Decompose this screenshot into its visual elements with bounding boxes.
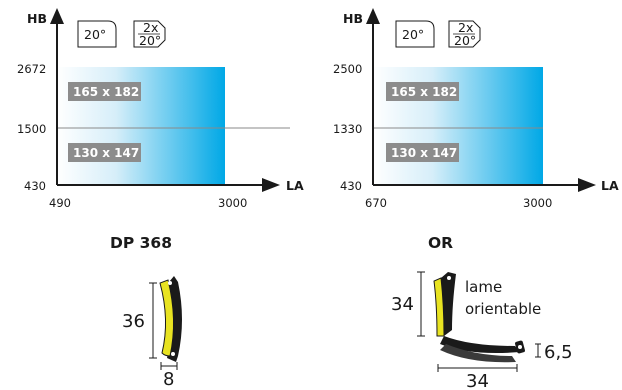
angled-blade-icon: [433, 272, 525, 363]
x-tick-label: 3000: [523, 196, 552, 210]
double-cut-angle-icon: 2x 20°: [448, 20, 481, 48]
y-tick-label: 2500: [333, 62, 362, 76]
size-box-label: 130 x 147: [391, 146, 457, 160]
y-tick-label: 430: [24, 179, 46, 193]
blade-width-label: 34: [466, 371, 489, 390]
single-angle-label: 20°: [84, 27, 106, 42]
y-tick-label: 1500: [17, 122, 46, 136]
size-box-label: 130 x 147: [73, 146, 139, 160]
x-tick-label: 490: [49, 196, 71, 210]
model-name: OR: [428, 234, 453, 252]
y-tick-label: 1330: [333, 122, 362, 136]
y-tick-label: 2672: [17, 62, 46, 76]
x-tick-label: 670: [365, 196, 387, 210]
single-cut-angle-icon: 20°: [77, 20, 117, 48]
y-tick-label: 430: [340, 179, 362, 193]
size-box-label: 165 x 182: [391, 85, 457, 99]
blade-height-label: 34: [391, 294, 414, 315]
y-axis-arrow-icon: [50, 8, 64, 24]
double-angle-count: 2x: [143, 20, 158, 35]
double-angle-value: 20°: [139, 33, 161, 48]
x-axis-arrow-icon: [262, 178, 280, 192]
right-chart: HB LA 2500 1330 430 670 3000 165 x 182 1…: [333, 8, 619, 390]
blade-width-label: 8: [163, 369, 174, 390]
double-cut-angle-icon: 2x 20°: [133, 20, 166, 48]
size-box: 130 x 147: [68, 143, 141, 162]
model-name: DP 368: [110, 234, 172, 252]
x-tick-label: 3000: [218, 196, 247, 210]
y-axis-label: HB: [27, 11, 47, 26]
x-axis-label: LA: [601, 178, 619, 193]
single-angle-label: 20°: [402, 27, 424, 42]
size-box: 165 x 182: [386, 82, 459, 101]
double-angle-value: 20°: [454, 33, 476, 48]
y-axis-arrow-icon: [366, 8, 380, 24]
left-chart: HB LA 2672 1500 430 490 3000 165 x 182 1…: [17, 8, 304, 390]
x-axis-arrow-icon: [578, 178, 596, 192]
single-cut-angle-icon: 20°: [395, 20, 435, 48]
curved-blade-icon: [159, 276, 182, 362]
size-box: 130 x 147: [386, 143, 459, 162]
double-angle-count: 2x: [458, 20, 473, 35]
blade-note-line: lame: [465, 278, 502, 296]
y-axis-label: HB: [343, 11, 363, 26]
blade-height-label: 36: [122, 311, 145, 332]
size-box-label: 165 x 182: [73, 85, 139, 99]
blade-note-line: orientable: [465, 300, 541, 318]
blade-thickness-label: 6,5: [544, 342, 573, 363]
size-box: 165 x 182: [68, 82, 141, 101]
x-axis-label: LA: [286, 178, 304, 193]
